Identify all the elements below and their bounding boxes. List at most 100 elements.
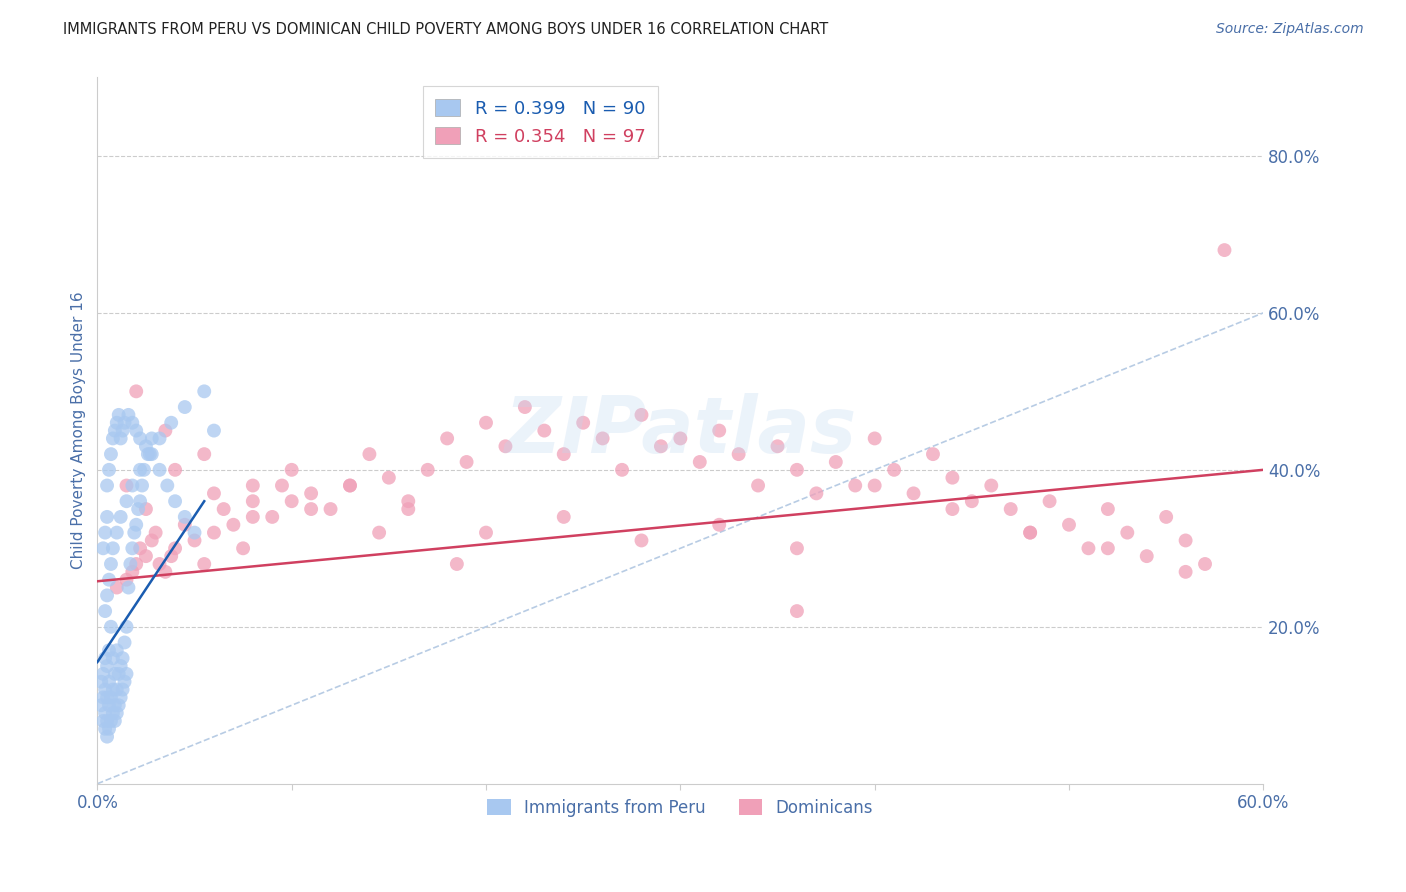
Point (806, 486, 828, 500)
Point (572, 416, 595, 430)
Point (193, 447, 215, 461)
Point (111, 424, 134, 438)
Point (110, 690, 132, 705)
Point (115, 620, 138, 634)
Point (193, 557, 215, 571)
Point (115, 478, 138, 492)
Point (96, 714, 118, 728)
Point (91, 690, 114, 705)
Point (1057, 517, 1080, 532)
Point (105, 416, 128, 430)
Point (960, 494, 983, 508)
Point (242, 494, 264, 508)
Point (368, 525, 391, 540)
Point (766, 439, 789, 453)
Point (610, 463, 633, 477)
Point (91, 541, 114, 556)
Point (262, 509, 284, 524)
Point (280, 463, 302, 477)
Point (513, 400, 536, 414)
Point (280, 494, 302, 508)
Point (165, 494, 187, 508)
Point (553, 447, 575, 461)
Point (94, 722, 117, 736)
Point (709, 424, 731, 438)
Point (747, 478, 769, 492)
Point (141, 447, 163, 461)
Point (125, 517, 148, 532)
Point (104, 424, 127, 438)
Point (101, 706, 124, 720)
Text: IMMIGRANTS FROM PERU VS DOMINICAN CHILD POVERTY AMONG BOYS UNDER 16 CORRELATION : IMMIGRANTS FROM PERU VS DOMINICAN CHILD … (63, 22, 828, 37)
Point (786, 604, 808, 618)
Point (100, 557, 122, 571)
Point (183, 525, 205, 540)
Point (903, 486, 925, 500)
Point (96, 690, 118, 705)
Point (101, 432, 124, 446)
Point (165, 463, 187, 477)
Point (100, 714, 122, 728)
Point (121, 565, 143, 579)
Point (165, 541, 187, 556)
Point (222, 517, 245, 532)
Point (863, 478, 886, 492)
Text: Source: ZipAtlas.com: Source: ZipAtlas.com (1216, 22, 1364, 37)
Point (1077, 541, 1099, 556)
Point (202, 486, 225, 500)
Point (98, 463, 121, 477)
Point (141, 432, 163, 446)
Point (96, 588, 118, 602)
Point (475, 525, 498, 540)
Point (592, 432, 614, 446)
Point (1116, 525, 1139, 540)
Point (145, 525, 167, 540)
Point (105, 581, 128, 595)
Point (105, 682, 128, 697)
Point (475, 416, 498, 430)
Point (107, 408, 129, 422)
Point (98, 573, 121, 587)
Point (786, 463, 808, 477)
Point (202, 424, 225, 438)
Point (824, 455, 846, 469)
Point (100, 690, 122, 705)
Point (173, 400, 195, 414)
Point (114, 674, 136, 689)
Point (105, 525, 128, 540)
Point (786, 541, 808, 556)
Point (96, 730, 118, 744)
Point (129, 463, 152, 477)
Point (155, 565, 177, 579)
Point (941, 471, 963, 485)
Point (160, 416, 183, 430)
Point (709, 517, 731, 532)
Point (533, 424, 555, 438)
Point (96, 478, 118, 492)
Point (115, 666, 138, 681)
Point (155, 424, 177, 438)
Point (121, 478, 143, 492)
Point (922, 447, 945, 461)
Point (115, 494, 138, 508)
Point (139, 447, 162, 461)
Point (91, 666, 114, 681)
Point (148, 463, 170, 477)
Point (94, 604, 117, 618)
Point (132, 463, 155, 477)
Point (117, 408, 139, 422)
Point (689, 455, 711, 469)
Point (125, 557, 148, 571)
Point (863, 432, 886, 446)
Point (121, 541, 143, 556)
Point (98, 722, 121, 736)
Point (1000, 502, 1022, 516)
Point (156, 478, 179, 492)
Point (129, 494, 152, 508)
Point (232, 541, 254, 556)
Point (242, 478, 264, 492)
Point (131, 478, 153, 492)
Point (202, 525, 225, 540)
Point (299, 486, 322, 500)
Point (104, 666, 127, 681)
